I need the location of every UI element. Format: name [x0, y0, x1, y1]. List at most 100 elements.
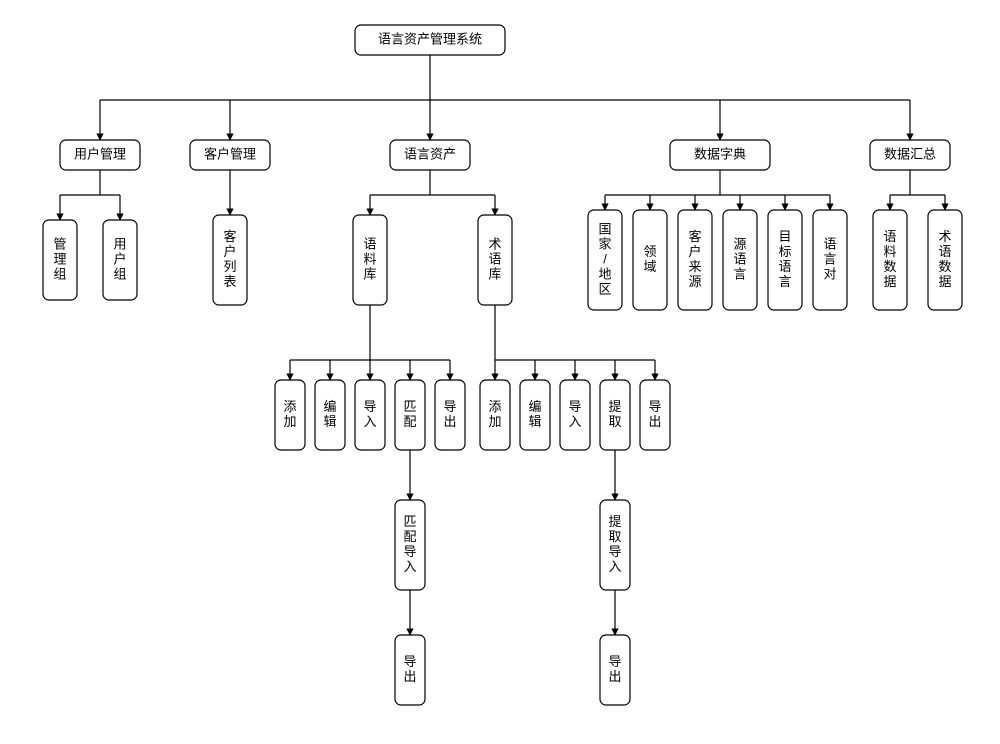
- svg-text:术: 术: [938, 229, 951, 244]
- node-m3b: 术语库: [478, 215, 512, 305]
- svg-text:编: 编: [323, 399, 336, 414]
- node-m1: 用户管理: [60, 140, 140, 170]
- svg-text:出: 出: [403, 669, 416, 684]
- svg-text:组: 组: [113, 266, 126, 281]
- svg-text:料: 料: [363, 251, 376, 266]
- svg-text:/: /: [603, 251, 607, 266]
- svg-text:导: 导: [608, 654, 621, 669]
- svg-text:取: 取: [608, 529, 621, 544]
- svg-text:用户管理: 用户管理: [74, 146, 126, 161]
- node-root: 语言资产管理系统: [355, 25, 505, 55]
- svg-text:据: 据: [883, 274, 896, 289]
- svg-text:地: 地: [598, 266, 611, 281]
- node-t4a: 提取导入: [600, 500, 630, 590]
- svg-text:添: 添: [488, 399, 501, 414]
- svg-text:语: 语: [778, 259, 791, 274]
- node-c4: 匹配: [395, 380, 425, 450]
- svg-text:导: 导: [648, 399, 661, 414]
- svg-text:标: 标: [778, 244, 791, 259]
- svg-text:来: 来: [688, 259, 701, 274]
- svg-text:语: 语: [938, 244, 951, 259]
- svg-text:加: 加: [488, 414, 501, 429]
- node-t2: 编辑: [520, 380, 550, 450]
- svg-text:语言资产: 语言资产: [404, 146, 456, 161]
- svg-text:语: 语: [883, 229, 896, 244]
- node-m1b: 用户组: [103, 220, 137, 300]
- svg-text:提: 提: [608, 399, 621, 414]
- svg-text:表: 表: [223, 274, 236, 289]
- node-m2a: 客户列表: [213, 215, 247, 305]
- svg-text:出: 出: [648, 414, 661, 429]
- svg-text:客: 客: [688, 229, 701, 244]
- svg-text:领: 领: [643, 244, 656, 259]
- node-t3: 导入: [560, 380, 590, 450]
- svg-text:数据汇总: 数据汇总: [884, 146, 936, 161]
- svg-text:语: 语: [488, 251, 501, 266]
- node-m3: 语言资产: [390, 140, 470, 170]
- node-m4b: 领域: [633, 210, 667, 310]
- svg-text:添: 添: [283, 399, 296, 414]
- svg-text:列: 列: [223, 259, 236, 274]
- node-m4c: 客户来源: [678, 210, 712, 310]
- svg-text:家: 家: [598, 236, 611, 251]
- svg-text:库: 库: [488, 266, 501, 281]
- svg-text:料: 料: [883, 244, 896, 259]
- svg-text:国: 国: [598, 221, 611, 236]
- svg-text:数: 数: [938, 259, 951, 274]
- node-m2: 客户管理: [190, 140, 270, 170]
- node-m5: 数据汇总: [870, 140, 950, 170]
- svg-text:配: 配: [403, 529, 416, 544]
- node-c1: 添加: [275, 380, 305, 450]
- svg-text:导: 导: [443, 399, 456, 414]
- svg-text:客: 客: [223, 229, 236, 244]
- node-m4d: 源语言: [723, 210, 757, 310]
- node-m1a: 管理组: [43, 220, 77, 300]
- node-t1: 添加: [480, 380, 510, 450]
- node-m5a: 语料数据: [873, 210, 907, 310]
- svg-text:导: 导: [403, 654, 416, 669]
- node-m4e: 目标语言: [768, 210, 802, 310]
- svg-text:辑: 辑: [528, 414, 541, 429]
- node-c5: 导出: [435, 380, 465, 450]
- svg-text:客户管理: 客户管理: [204, 146, 256, 161]
- svg-text:用: 用: [113, 236, 126, 251]
- svg-text:源: 源: [688, 274, 701, 289]
- svg-text:户: 户: [688, 244, 701, 259]
- svg-text:语: 语: [823, 236, 836, 251]
- hierarchy-diagram: 语言资产管理系统用户管理客户管理语言资产数据字典数据汇总管理组用户组客户列表语料…: [0, 0, 1000, 744]
- node-t4: 提取: [600, 380, 630, 450]
- node-m4: 数据字典: [670, 140, 770, 170]
- node-t5: 导出: [640, 380, 670, 450]
- svg-text:言: 言: [733, 266, 746, 281]
- svg-text:域: 域: [643, 259, 656, 274]
- svg-text:入: 入: [403, 559, 416, 574]
- node-m4f: 语言对: [813, 210, 847, 310]
- svg-text:区: 区: [598, 281, 611, 296]
- node-m5b: 术语数据: [928, 210, 962, 310]
- svg-text:语: 语: [733, 251, 746, 266]
- svg-text:提: 提: [608, 514, 621, 529]
- svg-text:语言资产管理系统: 语言资产管理系统: [378, 31, 482, 46]
- svg-text:理: 理: [53, 251, 66, 266]
- svg-text:对: 对: [823, 266, 836, 281]
- svg-text:出: 出: [608, 669, 621, 684]
- svg-text:匹: 匹: [403, 514, 416, 529]
- node-c4a: 匹配导入: [395, 500, 425, 590]
- svg-text:户: 户: [113, 251, 126, 266]
- svg-text:据: 据: [938, 274, 951, 289]
- svg-text:导: 导: [403, 544, 416, 559]
- svg-text:配: 配: [403, 414, 416, 429]
- node-t4b: 导出: [600, 635, 630, 705]
- svg-text:数: 数: [883, 259, 896, 274]
- svg-text:源: 源: [733, 236, 746, 251]
- svg-text:户: 户: [223, 244, 236, 259]
- svg-text:加: 加: [283, 414, 296, 429]
- node-c2: 编辑: [315, 380, 345, 450]
- svg-text:编: 编: [528, 399, 541, 414]
- svg-text:入: 入: [363, 414, 376, 429]
- svg-text:出: 出: [443, 414, 456, 429]
- svg-text:数据字典: 数据字典: [694, 146, 746, 161]
- node-c4b: 导出: [395, 635, 425, 705]
- svg-text:库: 库: [363, 266, 376, 281]
- svg-text:管: 管: [53, 236, 66, 251]
